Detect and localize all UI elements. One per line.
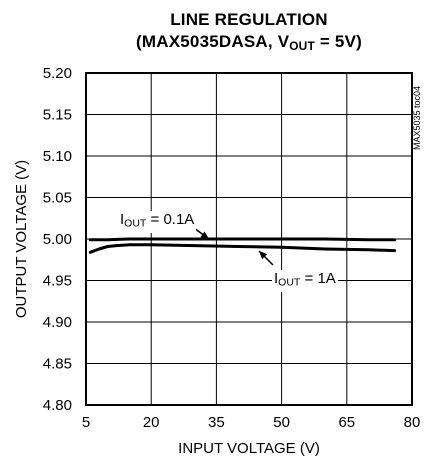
y-tick-label: 4.80 — [43, 397, 72, 414]
y-axis-label: OUTPUT VOLTAGE (V) — [13, 160, 30, 318]
y-tick-label: 5.10 — [43, 148, 72, 165]
x-tick-label: 5 — [82, 414, 90, 431]
y-tick-label: 5.05 — [43, 190, 72, 207]
annotation-arrow-iout-1a — [258, 250, 274, 266]
series-line-iout-0.1a — [88, 237, 397, 242]
y-tick-label: 5.00 — [43, 231, 72, 248]
x-axis-label: INPUT VOLTAGE (V) — [178, 440, 320, 457]
plot-frame — [85, 72, 413, 406]
y-tick-label: 4.85 — [43, 356, 72, 373]
chart-subtitle: (MAX5035DASA, VOUT = 5V) — [136, 32, 362, 53]
series-line-iout-1a — [88, 243, 397, 254]
x-tick-label: 35 — [208, 414, 225, 431]
y-tick-label: 5.15 — [43, 107, 72, 124]
figure-id-label: MAX5035 toc04 — [412, 86, 422, 150]
chart-title: LINE REGULATION — [170, 10, 328, 29]
x-tick-label: 20 — [143, 414, 160, 431]
series-label-iout-0.1a: IOUT = 0.1A — [118, 211, 197, 233]
x-tick-label: 50 — [273, 414, 290, 431]
x-tick-label: 80 — [404, 414, 421, 431]
x-tick-label: 65 — [338, 414, 355, 431]
y-tick-label: 4.90 — [43, 314, 72, 331]
annotation-arrow-iout-0.1a — [193, 227, 210, 240]
series-label-iout-1a: IOUT = 1A — [272, 270, 338, 292]
y-tick-label: 4.95 — [43, 273, 72, 290]
y-tick-label: 5.20 — [43, 65, 72, 82]
